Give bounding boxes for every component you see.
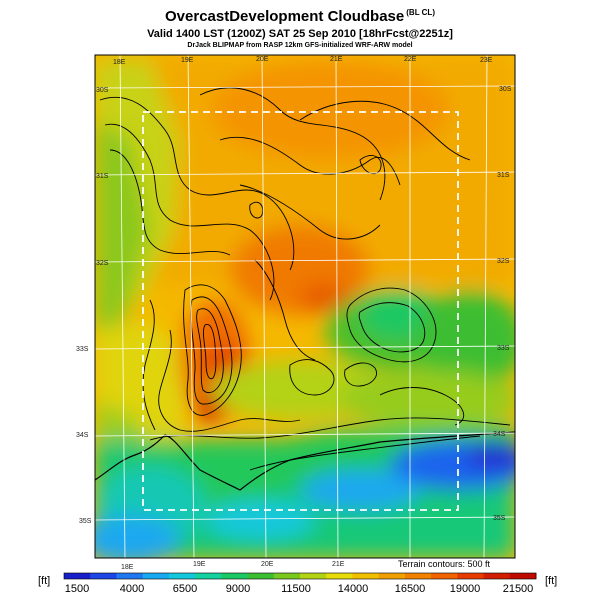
lat-label-right: 33S	[497, 345, 510, 352]
colorbar-swatch	[483, 573, 511, 579]
colorbar-swatch	[90, 573, 117, 579]
lat-label-right: 31S	[497, 172, 510, 179]
map-frame	[94, 54, 516, 559]
colorbar-swatch	[273, 573, 301, 579]
lon-label-bottom: 19E	[193, 561, 206, 568]
colorbar-label: 4000	[120, 583, 144, 595]
colorbar-swatch	[64, 573, 91, 579]
colorbar-swatch	[300, 573, 327, 579]
colorbar-swatch	[509, 573, 537, 579]
colorbar-label: 6500	[173, 583, 197, 595]
colorbar-label: 11500	[281, 583, 311, 595]
colorbar-swatch	[247, 573, 275, 579]
colorbar-swatch	[378, 573, 406, 579]
latitude-labels: 30S 31S 32S 33S 34S 35S 30S 31S 32S 33S …	[76, 86, 512, 525]
colorbar-swatch	[221, 573, 249, 579]
colorbar-labels: 1500 4000 6500 9000 11500 14000 16500 19…	[65, 583, 534, 595]
colorbar	[63, 572, 537, 580]
lon-label-top: 21E	[330, 56, 343, 63]
colorbar-label: 16500	[395, 583, 426, 595]
terrain-contour-note: Terrain contours: 500 ft	[398, 559, 491, 569]
colorbar-swatch	[457, 573, 485, 579]
cloudbase-field	[95, 55, 515, 558]
lat-label-left: 34S	[76, 432, 89, 439]
chart-title: OvercastDevelopment Cloudbase (BL CL)	[0, 8, 600, 25]
lon-label-bottom: 20E	[261, 561, 274, 568]
terrain-contours	[99, 87, 511, 471]
colorbar-swatch	[116, 573, 144, 579]
valid-time-subtitle: Valid 1400 LST (1200Z) SAT 25 Sep 2010 […	[147, 28, 453, 40]
colorbar-label: 14000	[338, 583, 369, 595]
inner-domain-box	[142, 111, 459, 511]
lat-label-right: 34S	[493, 431, 506, 438]
graticule	[95, 55, 515, 558]
lat-label-left: 33S	[76, 346, 89, 353]
lat-label-left: 30S	[96, 87, 109, 94]
lon-label-bottom: 18E	[121, 564, 134, 571]
colorbar-frame	[63, 572, 537, 580]
chart-title-text: OvercastDevelopment Cloudbase	[165, 8, 405, 25]
colorbar-swatch	[142, 573, 170, 579]
colorbar-unit-right: [ft]	[545, 575, 557, 587]
lon-label-top: 22E	[404, 56, 417, 63]
lon-label-top: 18E	[113, 59, 126, 66]
colorbar-unit-left: [ft]	[38, 575, 50, 587]
colorbar-label: 1500	[65, 583, 89, 595]
colorbar-swatch	[404, 573, 432, 579]
lat-label-left: 32S	[96, 260, 109, 267]
colorbar-swatch	[168, 573, 196, 579]
lat-label-right: 32S	[497, 258, 510, 265]
colorbar-swatch	[352, 573, 380, 579]
lon-label-top: 23E	[480, 57, 493, 64]
colorbar-label: 21500	[503, 583, 534, 595]
lat-label-right: 30S	[499, 86, 512, 93]
lat-label-right: 35S	[493, 515, 506, 522]
model-credit: DrJack BLIPMAP from RASP 12km GFS-initia…	[187, 42, 413, 49]
colorbar-label: 9000	[226, 583, 250, 595]
lat-label-left: 31S	[96, 173, 109, 180]
lon-label-top: 19E	[181, 57, 194, 64]
title-note: (BL CL)	[406, 8, 435, 17]
colorbar-swatch	[326, 573, 353, 579]
colorbar-swatch	[431, 573, 458, 579]
colorbar-swatch	[195, 573, 222, 579]
colorbar-label: 19000	[450, 583, 481, 595]
lat-label-left: 35S	[79, 518, 92, 525]
lon-label-bottom: 21E	[332, 561, 345, 568]
longitude-labels: 18E 19E 20E 21E 22E 23E 18E 19E 20E 21E	[113, 56, 493, 571]
lon-label-top: 20E	[256, 56, 269, 63]
